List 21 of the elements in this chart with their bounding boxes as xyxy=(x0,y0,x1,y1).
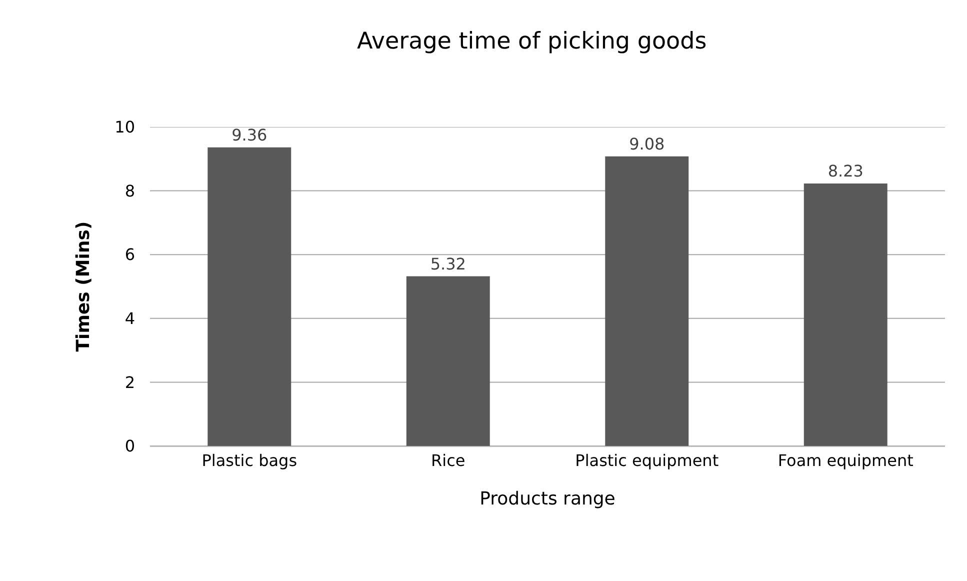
x-axis-title: Products range xyxy=(480,488,616,510)
x-tick-label: Rice xyxy=(431,451,466,470)
y-axis-title: Times (Mins) xyxy=(72,221,94,352)
y-tick-label: 0 xyxy=(124,436,135,456)
bar xyxy=(406,276,490,446)
y-tick-label: 10 xyxy=(114,118,135,137)
y-tick-label: 8 xyxy=(124,181,135,200)
data-label: 9.36 xyxy=(232,125,268,144)
data-label: 8.23 xyxy=(828,161,864,180)
y-tick-label: 6 xyxy=(124,245,135,264)
chart-title: Average time of picking goods xyxy=(357,28,707,55)
data-label: 5.32 xyxy=(430,254,466,274)
y-tick-label: 2 xyxy=(124,372,135,392)
bar xyxy=(804,183,888,446)
bar xyxy=(605,156,689,446)
y-tick-label: 4 xyxy=(124,309,135,328)
x-tick-label: Plastic bags xyxy=(202,451,298,470)
x-tick-label: Foam equipment xyxy=(778,451,914,470)
x-tick-label: Plastic equipment xyxy=(575,451,719,470)
bar xyxy=(208,147,292,446)
data-label: 9.08 xyxy=(629,134,665,154)
